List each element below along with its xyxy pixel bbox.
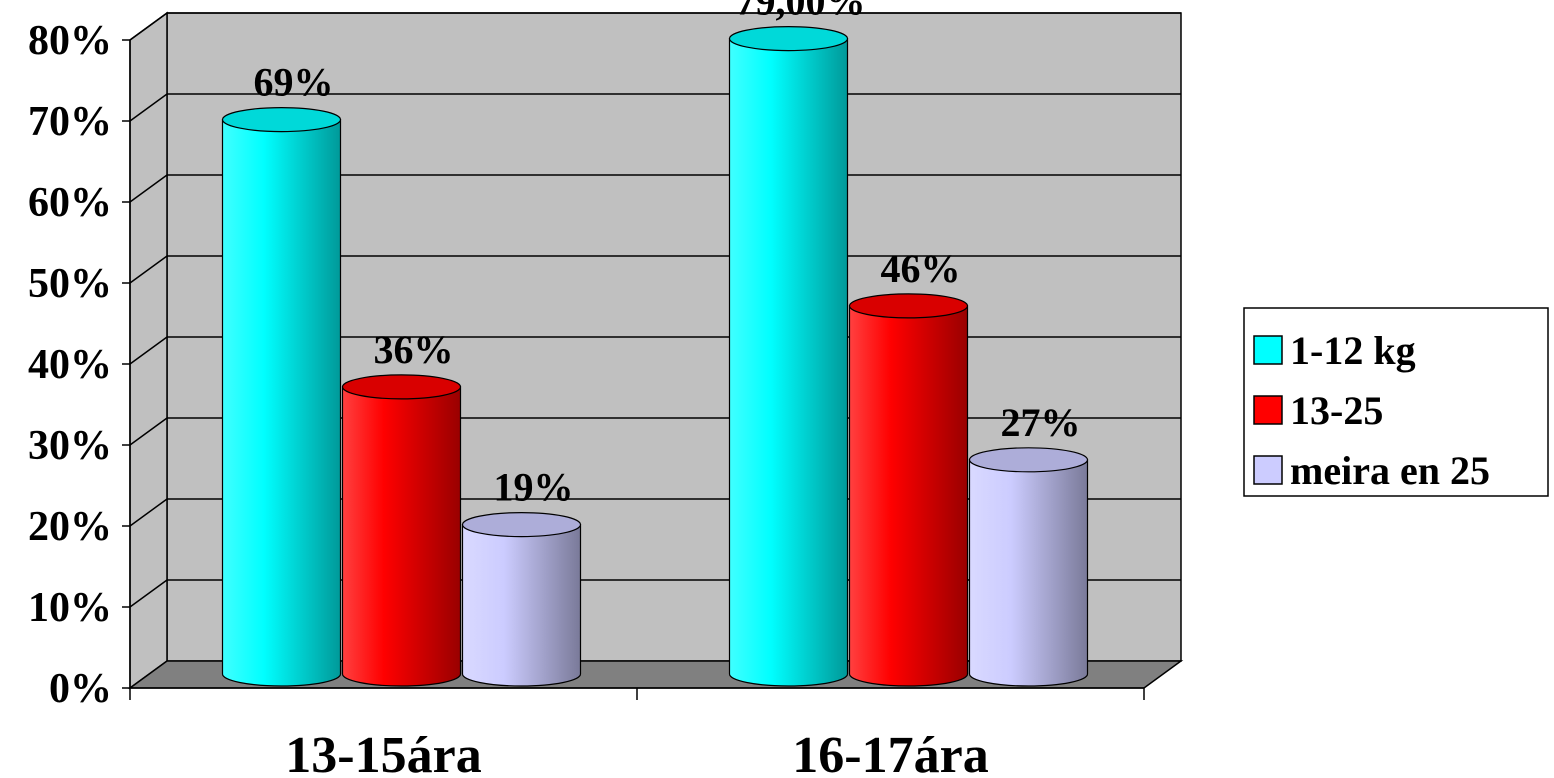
gridline [129,12,1181,41]
bar-top [341,374,462,400]
bar-top [221,106,342,133]
data-label: 46% [881,246,961,291]
bar-cylinder [968,459,1089,687]
data-label: 79,00% [736,0,866,24]
data-label: 69% [254,60,334,105]
y-tick-label: 50% [28,261,112,307]
bar-top [728,25,849,52]
y-tick-label: 20% [28,504,112,550]
legend-label: meira en 25 [1290,448,1490,493]
bars [221,25,1089,687]
bar-cylinder [341,386,462,687]
data-labels: 69% 36% 19% 79,00% 46% 27% [254,0,1081,510]
x-tick-label: 16-17ára [792,727,988,778]
y-tick-label: 70% [28,99,112,145]
y-tick-label: 30% [28,423,112,469]
legend-label: 1-12 kg [1290,328,1416,373]
legend-swatch [1253,335,1283,365]
bar-top [848,293,969,319]
data-label: 27% [1001,400,1081,445]
bar-cylinder [728,38,849,687]
y-tick-label: 0% [49,666,112,712]
axes: 0% 10% 20% 30% 40% 50% 60% 70% 80% 13-15ára 16-17á… [28,18,1145,778]
legend: 1-12 kg 13-25 meira en 25 [1243,307,1549,497]
bar-cylinder [221,119,342,687]
bar-cylinder [461,524,582,687]
y-tick-label: 60% [28,180,112,226]
y-tick-label: 10% [28,585,112,631]
x-tick-label: 13-15ára [285,727,481,778]
legend-box [1243,307,1549,497]
bar-top [968,447,1089,473]
bar-top [461,511,582,538]
bar-cylinder [848,305,969,687]
data-label: 19% [494,465,574,510]
legend-label: 13-25 [1290,388,1383,433]
legend-swatch [1253,395,1283,425]
y-tick-label: 80% [28,18,112,64]
legend-swatch [1253,455,1283,485]
y-tick-label: 40% [28,342,112,388]
data-label: 36% [374,327,454,372]
